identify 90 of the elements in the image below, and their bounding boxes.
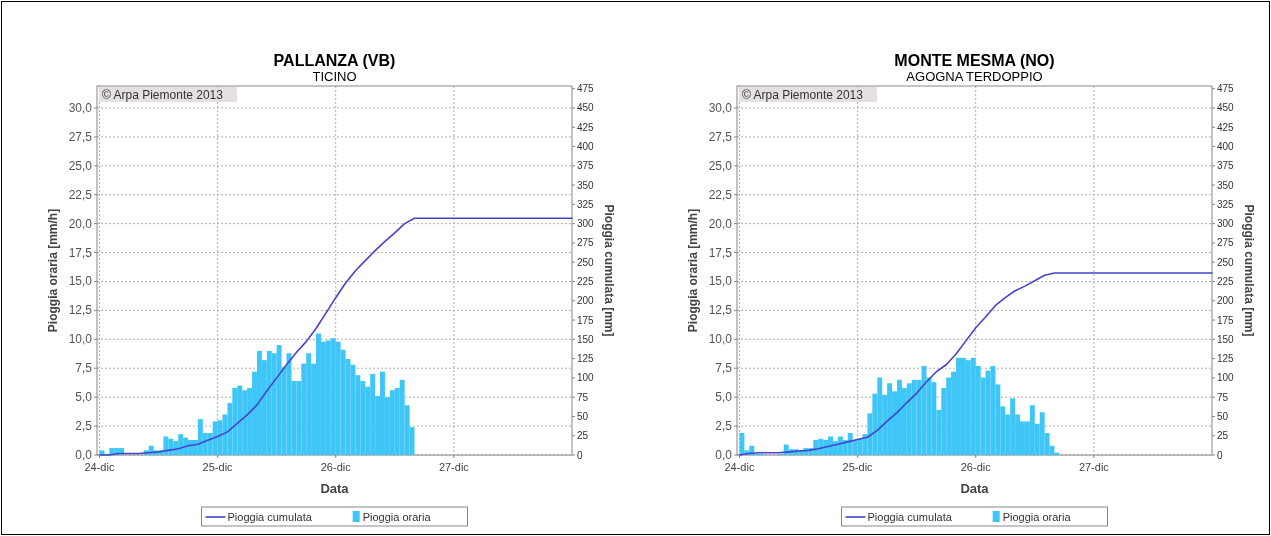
- y-tick-label: 15,0: [708, 274, 733, 289]
- y-tick-label: 27,5: [68, 129, 93, 144]
- y-tick-label: 22,5: [68, 187, 93, 202]
- y2-tick-label: 50: [577, 410, 589, 422]
- y-tick-label: 25,0: [708, 158, 733, 173]
- x-tick-label: 26-dic: [320, 461, 352, 473]
- y2-tick-label: 350: [1217, 179, 1235, 191]
- x-tick-label: 24-dic: [724, 461, 755, 473]
- chart-subtitle: TICINO: [312, 69, 357, 84]
- y2-tick-label: 475: [577, 83, 595, 95]
- annotation: © Arpa Piemonte 2013: [742, 88, 864, 102]
- chart-subtitle: AGOGNA TERDOPPIO: [906, 69, 1043, 84]
- x-tick-label: 25-dic: [842, 461, 874, 473]
- y2-tick-label: 125: [1217, 353, 1235, 365]
- y2-tick-label: 125: [577, 353, 595, 365]
- legend-label: Pioggia cumulata: [227, 511, 313, 523]
- y2-tick-label: 425: [577, 121, 595, 133]
- y-tick-label: 5,0: [75, 390, 93, 405]
- y2-tick-label: 375: [577, 160, 595, 172]
- y2-tick-label: 25: [577, 430, 589, 442]
- y-tick-label: 2,5: [715, 419, 733, 434]
- y-axis-title: Pioggia oraria [mm/h]: [686, 208, 700, 333]
- y-tick-label: 27,5: [708, 129, 733, 144]
- y2-tick-label: 75: [1217, 391, 1229, 403]
- y-tick-label: 12,5: [708, 303, 733, 318]
- legend-label: Pioggia oraria: [1002, 511, 1072, 523]
- y2-tick-label: 0: [1217, 449, 1223, 461]
- y2-tick-label: 225: [577, 275, 595, 287]
- y2-tick-label: 275: [577, 237, 595, 249]
- annotation: © Arpa Piemonte 2013: [102, 88, 224, 102]
- y-tick-label: 30,0: [708, 100, 733, 115]
- y-tick-label: 12,5: [68, 303, 93, 318]
- y2-tick-label: 0: [577, 449, 583, 461]
- y-tick-label: 7,5: [75, 361, 93, 376]
- y2-tick-label: 100: [577, 372, 595, 384]
- y-tick-label: 10,0: [68, 332, 93, 347]
- y2-tick-label: 250: [1217, 256, 1235, 268]
- y-tick-label: 17,5: [68, 245, 93, 260]
- y-tick-label: 22,5: [708, 187, 733, 202]
- y2-tick-label: 400: [577, 141, 595, 153]
- y2-tick-label: 400: [1217, 141, 1235, 153]
- y2-tick-label: 375: [1217, 160, 1235, 172]
- y-tick-label: 5,0: [715, 390, 733, 405]
- y2-tick-label: 175: [1217, 314, 1235, 326]
- y2-tick-label: 200: [1217, 295, 1235, 307]
- x-tick-label: 27-dic: [438, 461, 470, 473]
- y2-tick-label: 450: [1217, 102, 1235, 114]
- legend-label: Pioggia oraria: [362, 511, 432, 523]
- y-tick-label: 30,0: [68, 100, 93, 115]
- x-tick-label: 26-dic: [960, 461, 992, 473]
- y-tick-label: 17,5: [708, 245, 733, 260]
- y2-tick-label: 300: [577, 218, 595, 230]
- x-axis-title: Data: [960, 481, 990, 496]
- y-tick-label: 15,0: [68, 274, 93, 289]
- y2-tick-label: 150: [1217, 333, 1235, 345]
- y2-tick-label: 275: [1217, 237, 1235, 249]
- y-tick-label: 0,0: [75, 448, 93, 462]
- y-tick-label: 2,5: [75, 419, 93, 434]
- y-tick-label: 0,0: [715, 448, 733, 462]
- chart-title: MONTE MESMA (NO): [894, 52, 1055, 69]
- y2-tick-label: 300: [1217, 218, 1235, 230]
- y2-tick-label: 350: [577, 179, 595, 191]
- y2-axis-title: Pioggia cumulata [mm]: [602, 204, 616, 337]
- y2-tick-label: 475: [1217, 83, 1235, 95]
- y-tick-label: 20,0: [68, 216, 93, 231]
- y2-tick-label: 325: [1217, 198, 1235, 210]
- x-tick-label: 25-dic: [202, 461, 234, 473]
- y2-tick-label: 150: [577, 333, 595, 345]
- y2-tick-label: 50: [1217, 410, 1229, 422]
- y-tick-label: 25,0: [68, 158, 93, 173]
- y2-tick-label: 200: [577, 295, 595, 307]
- y2-axis-title: Pioggia cumulata [mm]: [1242, 204, 1256, 337]
- y-tick-label: 7,5: [715, 361, 733, 376]
- y2-tick-label: 75: [577, 391, 589, 403]
- y2-tick-label: 175: [577, 314, 595, 326]
- x-axis-title: Data: [320, 481, 350, 496]
- x-tick-label: 24-dic: [84, 461, 115, 473]
- y-axis-title: Pioggia oraria [mm/h]: [46, 208, 60, 333]
- y2-tick-label: 325: [577, 198, 595, 210]
- y2-tick-label: 100: [1217, 372, 1235, 384]
- y-tick-label: 10,0: [708, 332, 733, 347]
- y2-tick-label: 450: [577, 102, 595, 114]
- x-tick-label: 27-dic: [1078, 461, 1110, 473]
- chart-title: PALLANZA (VB): [273, 52, 396, 69]
- legend-label: Pioggia cumulata: [867, 511, 953, 523]
- y2-tick-label: 425: [1217, 121, 1235, 133]
- y2-tick-label: 225: [1217, 275, 1235, 287]
- y-tick-label: 20,0: [708, 216, 733, 231]
- y2-tick-label: 250: [577, 256, 595, 268]
- y2-tick-label: 25: [1217, 430, 1229, 442]
